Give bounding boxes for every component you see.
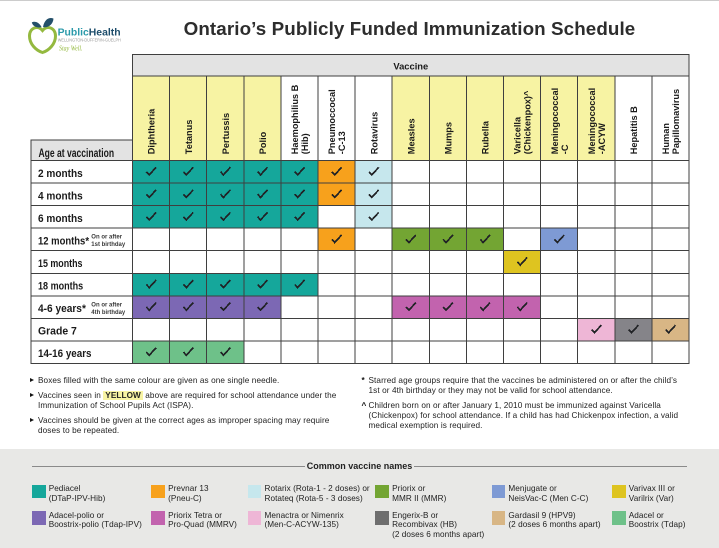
svg-text:Mumps: Mumps xyxy=(443,122,453,154)
svg-text:Stay Well.: Stay Well. xyxy=(59,45,83,53)
svg-text:-ACYW: -ACYW xyxy=(597,123,607,154)
svg-text:WELLINGTON-DUFFERIN-GUELPH: WELLINGTON-DUFFERIN-GUELPH xyxy=(58,37,121,43)
svg-text:(Chickenpox)^: (Chickenpox)^ xyxy=(523,90,533,154)
svg-text:Diphtheria: Diphtheria xyxy=(147,108,157,154)
svg-text:-C: -C xyxy=(560,144,570,154)
svg-text:PublicHealth: PublicHealth xyxy=(58,28,121,39)
svg-text:Grade 7: Grade 7 xyxy=(38,326,77,338)
svg-text:18 months: 18 months xyxy=(38,281,83,293)
svg-text:1st birthday: 1st birthday xyxy=(91,241,125,248)
svg-text:4 months: 4 months xyxy=(38,190,83,202)
svg-text:Pneumoccocal: Pneumoccocal xyxy=(327,89,337,154)
svg-text:Pertussis: Pertussis xyxy=(221,113,231,154)
svg-text:Tetanus: Tetanus xyxy=(184,120,194,155)
svg-text:On or after: On or after xyxy=(91,301,122,308)
svg-text:15 months: 15 months xyxy=(38,258,83,270)
svg-text:Haemophilius B: Haemophilius B xyxy=(290,84,300,154)
svg-text:Human: Human xyxy=(661,123,671,155)
svg-text:Meningococcal: Meningococcal xyxy=(587,88,597,154)
svg-text:14-16 years: 14-16 years xyxy=(38,348,92,360)
svg-text:2 months: 2 months xyxy=(38,168,83,180)
svg-text:Polio: Polio xyxy=(258,131,268,154)
svg-text:Meningococcal: Meningococcal xyxy=(550,88,560,154)
svg-text:(Hib): (Hib) xyxy=(300,133,310,154)
svg-text:Hepatitis B: Hepatitis B xyxy=(629,106,639,154)
svg-text:-C-13: -C-13 xyxy=(337,131,347,154)
svg-text:Age at vaccination: Age at vaccination xyxy=(39,146,115,160)
svg-text:Measles: Measles xyxy=(406,118,416,154)
svg-text:6 months: 6 months xyxy=(38,213,83,225)
svg-text:Papillomavirus: Papillomavirus xyxy=(671,89,681,154)
svg-text:4-6 years*: 4-6 years* xyxy=(38,303,87,315)
svg-text:Vaccine: Vaccine xyxy=(393,61,428,72)
svg-text:Varicella: Varicella xyxy=(513,116,523,154)
svg-text:12 months*: 12 months* xyxy=(38,235,90,247)
svg-text:Rotavirus: Rotavirus xyxy=(369,112,379,154)
svg-text:Rubella: Rubella xyxy=(481,120,491,154)
svg-text:On or after: On or after xyxy=(91,234,122,241)
svg-text:4th birthday: 4th birthday xyxy=(91,309,125,316)
